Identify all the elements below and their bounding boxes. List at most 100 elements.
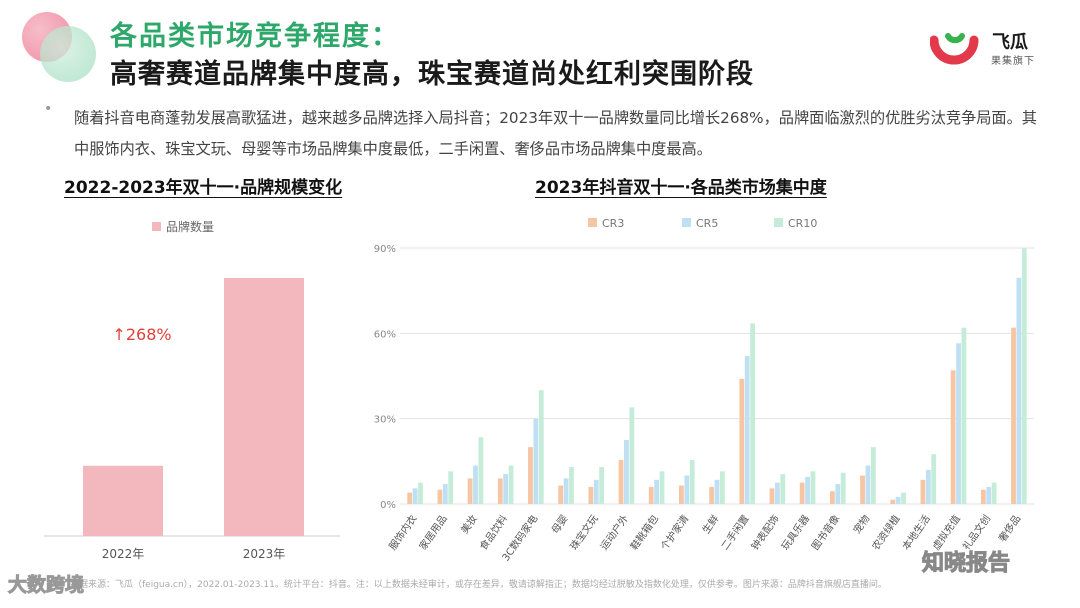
bar-cr5 [835,484,841,504]
bar-cr3 [980,489,986,504]
bar-cr10 [538,390,544,504]
bar-cr5 [533,418,539,504]
x-tick-label: 服饰内衣 [386,512,420,552]
bar-cr10 [629,407,635,504]
x-tick-label: 生鲜 [699,512,721,536]
bar-cr5 [774,482,780,504]
bar-cr10 [780,474,786,504]
x-tick-label: 宠物 [850,512,872,536]
legend-label-brand-count: 品牌数量 [166,219,214,234]
bar-cr10 [870,447,876,504]
watermark-left: 大数跨境 [7,574,85,597]
bar-cr3 [558,485,564,504]
bar-cr3 [739,378,745,504]
bar-cr5 [895,496,901,504]
bar-cr3 [497,478,503,504]
bar-cr10 [901,492,906,504]
bar-cr5 [593,479,599,504]
x-tick-label: 二手闲置 [718,512,752,552]
bar-cr3 [950,370,956,504]
growth-annotation: ↑268% [112,325,171,344]
bar-cr5 [473,465,478,504]
bar-cr3 [769,488,775,504]
bar-cr3 [1011,327,1016,504]
bar-cr3 [407,492,413,504]
bar-cr10 [448,471,454,504]
bar-cr5 [654,479,660,504]
x-tick-label: 奢侈品 [996,512,1024,544]
bar-cr3 [860,475,865,504]
bar-cr10 [931,454,937,504]
bar-cr10 [750,323,755,504]
bar-cr5 [714,479,720,504]
bar-cr10 [991,482,997,504]
bar-cr5 [563,478,569,504]
x-tick-label: 农资绿植 [869,512,903,552]
y-tick-label: 0% [380,500,396,511]
legend-label-cr5: CR5 [696,217,718,230]
bar-cr10 [659,471,665,504]
page-title: 各品类市场竞争程度： [110,21,400,52]
bar-cr10 [418,482,423,504]
bar-cr3 [890,499,896,504]
legend-swatch-cr5 [682,218,691,227]
bar-cr3 [528,447,533,504]
legend-label-cr3: CR3 [602,217,624,230]
x-tick-label: 钟表配饰 [748,512,782,552]
x-tick-label: 母婴 [549,513,570,536]
bar-cr10 [478,437,484,504]
x-tick-label: 鞋靴箱包 [627,512,661,552]
bar-cr10 [689,459,695,504]
bar-cr5 [744,356,750,504]
bar-cr10 [508,465,514,504]
bar-cr5 [865,465,871,504]
bar-brand-count [224,278,304,536]
bar-cr3 [679,485,684,504]
bar-cr3 [588,486,594,504]
legend-swatch-brand-count [152,222,161,231]
logo-subtitle: 果集旗下 [991,56,1035,67]
bar-cr5 [986,486,992,504]
bar-cr5 [805,476,810,504]
watermark-right: 知晓报告 [921,551,1011,577]
right-chart-title: 2023年抖音双十一·各品类市场集中度 [535,178,827,198]
bar-cr10 [1021,248,1027,504]
bar-brand-count [83,465,163,536]
x-tick-label: 美妆 [458,512,480,536]
bar-cr3 [437,489,443,504]
x-tick-label: 运动户外 [597,512,631,552]
bar-cr3 [920,479,926,504]
bar-cr5 [412,488,418,504]
bullet-marker: • [44,101,53,117]
bar-cr10 [720,471,725,504]
y-tick-label: 30% [374,415,396,426]
left-chart-title: 2022-2023年双十一·品牌规模变化 [64,178,343,198]
bar-cr10 [961,327,967,504]
bar-cr3 [618,459,624,504]
bar-cr5 [925,469,931,504]
legend-swatch-cr10 [774,218,783,227]
source-footnote: 数据来源：飞瓜（feigua.cn），2022.01-2023.11。统计平台：… [70,580,887,590]
bar-cr5 [1016,277,1022,504]
page-subtitle: 高奢赛道品牌集中度高，珠宝赛道尚处红利突围阶段 [110,59,754,90]
x-tick-label: 玩具乐器 [779,513,812,553]
x-tick-label: 家居用品 [416,512,450,552]
bar-cr10 [840,472,846,504]
x-tick-label: 个护家清 [658,512,692,552]
x-tick-label: 图书音像 [809,512,843,552]
bar-cr3 [467,478,473,504]
y-tick-label: 60% [374,329,396,340]
header-decoration-accent [40,26,96,82]
bar-cr10 [599,467,605,504]
bar-cr5 [503,474,509,504]
legend-swatch-cr3 [588,218,597,227]
bar-cr3 [829,491,835,504]
x-tick-label: 珠宝文玩 [567,512,601,552]
bar-cr5 [956,343,961,504]
bar-cr5 [684,475,690,504]
bar-cr10 [810,471,816,504]
bar-cr3 [709,486,714,504]
x-tick-label: 2022年 [102,547,145,561]
intro-paragraph: 随着抖音电商蓬勃发展高歌猛进，越来越多品牌选择入局抖音；2023年双十一品牌数量… [74,109,1037,158]
